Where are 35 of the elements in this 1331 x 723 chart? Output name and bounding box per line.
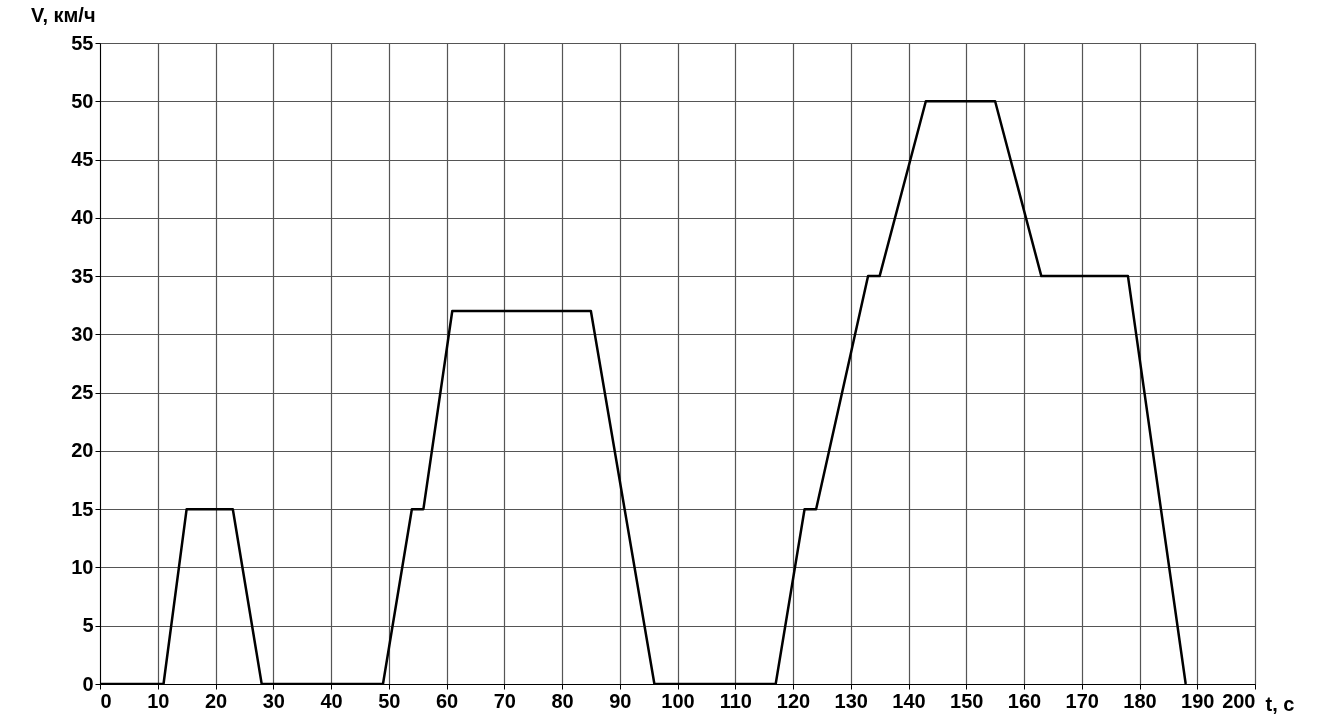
y-tick-label: 15 (71, 497, 94, 520)
y-tick-label: 10 (71, 555, 94, 578)
y-tick-label: 50 (71, 89, 94, 112)
x-tick-label: 50 (378, 689, 401, 712)
x-axis-title: t, с (1265, 692, 1295, 715)
x-tick-label: 20 (204, 689, 228, 712)
y-tick-label: 30 (71, 322, 94, 345)
x-tick-label: 200 (1222, 689, 1256, 712)
x-tick-label: 80 (551, 689, 574, 712)
x-tick-label: 100 (661, 689, 695, 712)
y-tick-label: 5 (82, 614, 94, 637)
y-tick-label: 0 (82, 672, 94, 695)
x-tick-label: 90 (609, 689, 632, 712)
y-axis-title: V, км/ч (30, 3, 96, 26)
x-tick-label: 110 (719, 689, 752, 712)
x-tick-label: 190 (1181, 689, 1215, 712)
x-tick-label: 130 (834, 689, 868, 712)
x-tick-label: 60 (435, 689, 459, 712)
x-tick-label: 0 (100, 689, 112, 712)
x-tick-label: 70 (493, 689, 516, 712)
x-tick-label: 150 (950, 689, 984, 712)
x-tick-label: 10 (147, 689, 170, 712)
x-tick-label: 160 (1007, 689, 1042, 712)
y-tick-label: 55 (71, 31, 94, 54)
y-tick-label: 45 (71, 148, 94, 171)
x-tick-label: 140 (892, 689, 926, 712)
x-tick-label: 40 (320, 689, 343, 712)
y-tick-label: 25 (71, 381, 94, 404)
y-tick-label: 35 (71, 264, 94, 287)
x-tick-label: 180 (1123, 689, 1157, 712)
x-tick-label: 170 (1065, 689, 1099, 712)
y-tick-label: 20 (71, 439, 94, 462)
x-tick-label: 30 (262, 689, 285, 712)
x-tick-label: 120 (776, 689, 811, 712)
y-tick-label: 40 (71, 206, 94, 229)
